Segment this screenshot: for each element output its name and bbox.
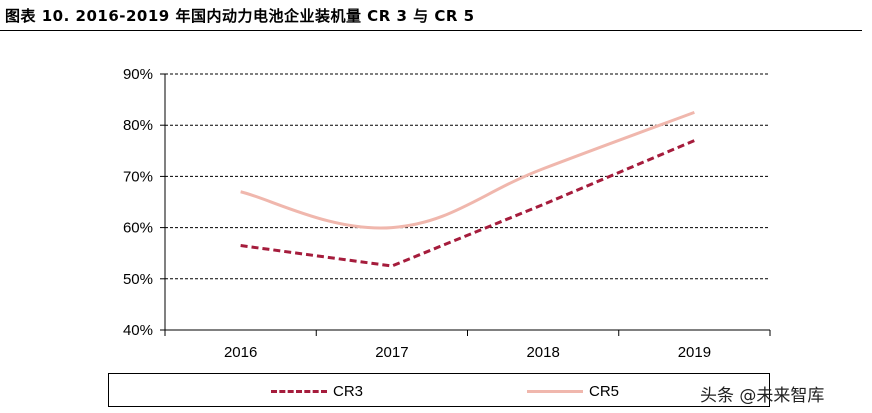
- y-tick-label: 90%: [123, 66, 153, 83]
- legend-item-cr3: CR3: [271, 381, 363, 401]
- x-tick-label: 2017: [375, 344, 408, 361]
- y-tick-label: 70%: [123, 168, 153, 185]
- legend-swatch-cr5: [527, 389, 583, 393]
- title-bar: 图表 10. 2016-2019 年国内动力电池企业装机量 CR 3 与 CR …: [0, 0, 862, 31]
- series-line-cr3: [240, 139, 695, 268]
- series-line-cr5: [240, 110, 695, 230]
- chart-title: 图表 10. 2016-2019 年国内动力电池企业装机量 CR 3 与 CR …: [5, 7, 475, 25]
- legend-label-cr5: CR5: [589, 382, 620, 400]
- legend-label-cr3: CR3: [333, 382, 364, 400]
- y-tick-label: 60%: [123, 220, 153, 237]
- legend-swatch-cr3: [271, 389, 327, 393]
- x-tick-label: 2016: [224, 344, 257, 361]
- y-tick-label: 80%: [123, 117, 153, 134]
- legend-item-cr5: CR5: [527, 381, 619, 401]
- y-tick-label: 40%: [123, 322, 153, 339]
- y-tick-label: 50%: [123, 271, 153, 288]
- watermark: 头条 @未来智库: [700, 386, 825, 406]
- x-tick-label: 2019: [678, 344, 711, 361]
- x-tick-label: 2018: [526, 344, 559, 361]
- legend: CR3 CR5: [108, 373, 770, 407]
